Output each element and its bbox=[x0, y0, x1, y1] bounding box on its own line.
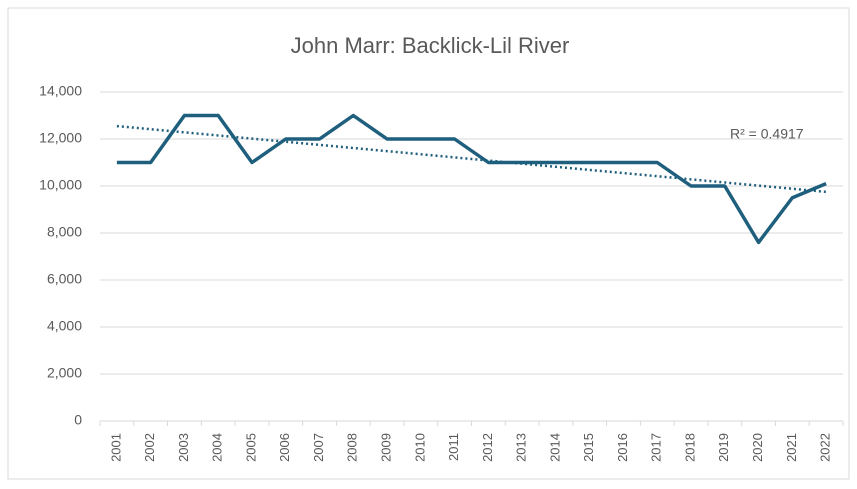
x-tick-label: 2015 bbox=[581, 433, 596, 462]
r-squared-label: R² = 0.4917 bbox=[730, 126, 804, 142]
x-tick-label: 2014 bbox=[547, 433, 562, 462]
x-tick-label: 2016 bbox=[615, 433, 630, 462]
x-tick-label: 2021 bbox=[784, 433, 799, 462]
y-tick-label: 4,000 bbox=[47, 318, 82, 334]
x-tick-label: 2006 bbox=[277, 433, 292, 462]
x-tick-label: 2022 bbox=[818, 433, 833, 462]
x-tick-label: 2011 bbox=[446, 433, 461, 461]
x-tick-label: 2009 bbox=[379, 433, 394, 462]
y-tick-label: 10,000 bbox=[39, 177, 82, 193]
x-tick-label: 2020 bbox=[750, 433, 765, 462]
y-tick-label: 6,000 bbox=[47, 271, 82, 287]
x-tick-label: 2001 bbox=[108, 433, 123, 462]
data-line bbox=[116, 113, 827, 245]
x-tick-label: 2012 bbox=[480, 433, 495, 462]
y-tick-label: 12,000 bbox=[39, 130, 82, 146]
x-tick-label: 2013 bbox=[514, 433, 529, 462]
x-tick-label: 2010 bbox=[412, 433, 427, 462]
trendline bbox=[116, 124, 827, 194]
y-tick-label: 0 bbox=[74, 412, 82, 428]
x-tick-label: 2002 bbox=[142, 433, 157, 462]
y-tick-label: 8,000 bbox=[47, 224, 82, 240]
x-tick-label: 2018 bbox=[682, 433, 697, 462]
x-tick-label: 2008 bbox=[345, 433, 360, 462]
y-tick-label: 2,000 bbox=[47, 365, 82, 381]
x-tick-label: 2005 bbox=[243, 433, 258, 462]
chart-title: John Marr: Backlick-Lil River bbox=[291, 33, 570, 58]
chart-border bbox=[7, 7, 850, 480]
y-tick-label: 14,000 bbox=[39, 83, 82, 99]
x-tick-label: 2017 bbox=[649, 433, 664, 462]
x-tick-label: 2019 bbox=[716, 433, 731, 462]
x-tick-label: 2004 bbox=[210, 433, 225, 462]
x-tick-label: 2003 bbox=[176, 433, 191, 462]
x-tick-label: 2007 bbox=[311, 433, 326, 462]
